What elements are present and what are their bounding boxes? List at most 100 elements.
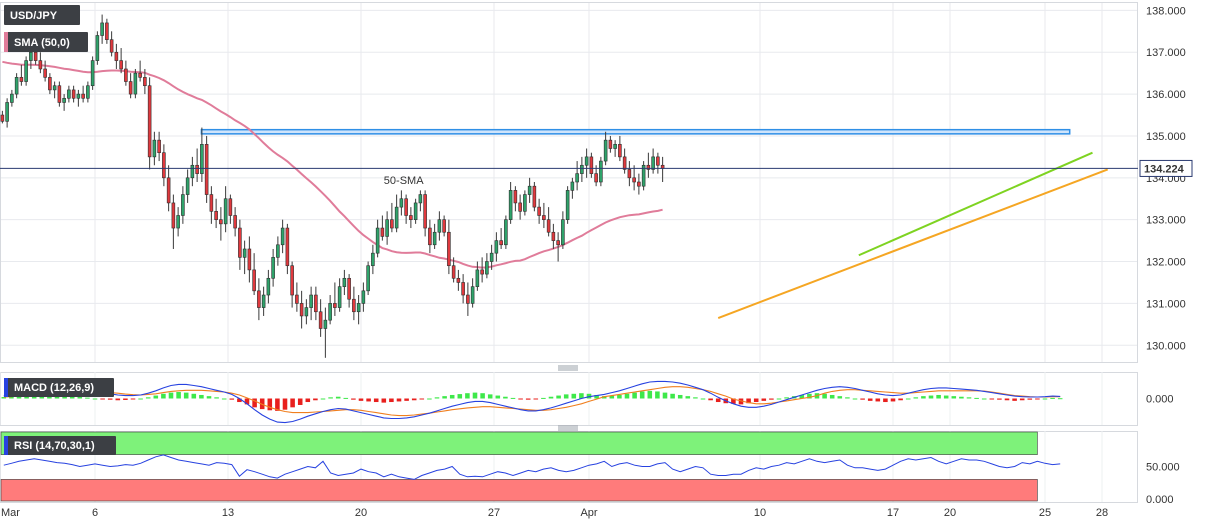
macd-bar [624, 393, 630, 399]
candle [119, 48, 123, 74]
candle [437, 211, 442, 241]
sma-badge[interactable]: SMA (50,0) [4, 32, 88, 52]
macd-bar [700, 398, 706, 400]
candle [361, 282, 366, 312]
candle [342, 269, 347, 296]
macd-bar [867, 398, 873, 401]
candle [14, 73, 19, 99]
macd-bar [936, 394, 941, 399]
candle [252, 253, 256, 296]
candle [499, 228, 503, 249]
candle-body [5, 102, 9, 122]
candle-body [356, 303, 361, 313]
candle-body [181, 194, 185, 216]
macd-badge[interactable]: MACD (12,26,9) [4, 378, 114, 397]
candle-body [375, 227, 380, 254]
macd-bar [829, 394, 835, 399]
candle [209, 186, 214, 224]
candle-body [570, 181, 575, 191]
candle-body [271, 257, 275, 279]
rsi-tick-label: 0.000 [1146, 494, 1174, 506]
pane-resize-handle[interactable] [558, 365, 578, 371]
macd-bar [1, 397, 7, 399]
candle-body [394, 206, 399, 229]
macd-bar [837, 396, 843, 399]
candle-body [413, 202, 418, 220]
candle-body [651, 156, 655, 170]
macd-bar [769, 398, 774, 400]
candle [641, 161, 646, 191]
macd-bar [183, 392, 189, 399]
macd-bar [776, 398, 782, 400]
candle [67, 85, 71, 103]
candle-body [380, 227, 385, 237]
candle-body [361, 290, 366, 304]
candle-body [565, 190, 570, 220]
macd-bar [1035, 398, 1040, 400]
candle-body [542, 215, 546, 220]
candle [24, 56, 28, 86]
date-tick-label: 27 [488, 507, 500, 519]
macd-bar [617, 394, 622, 399]
candle-body [641, 164, 646, 187]
candle-body [494, 240, 499, 254]
macd-bar [176, 392, 181, 399]
macd-bar [799, 394, 805, 399]
candle-body [147, 85, 152, 158]
macd-bar [138, 398, 143, 400]
candle-body [447, 231, 451, 267]
macd-bar [404, 398, 409, 401]
candle-body [627, 169, 632, 179]
date-tick-label: 20 [355, 507, 367, 519]
macd-signal-line [3, 386, 1061, 417]
candle [613, 140, 617, 157]
price-panel[interactable]: 50-SMA [0, 2, 1138, 363]
macd-bar [1004, 398, 1010, 401]
candle [318, 299, 323, 337]
candle-body [57, 85, 62, 103]
candle-body [432, 231, 437, 246]
candle-body [404, 198, 408, 216]
candle-body [461, 282, 465, 296]
candle [556, 232, 560, 262]
candle-body [214, 211, 218, 220]
candle [247, 236, 252, 283]
candle [546, 207, 551, 237]
candle [171, 194, 176, 249]
macd-bar [518, 398, 523, 400]
candle-body [257, 290, 261, 308]
candle [404, 194, 408, 224]
symbol-badge[interactable]: USD/JPY [4, 5, 80, 25]
rsi-badge[interactable]: RSI (14,70,30,1) [4, 436, 116, 455]
macd-bar [905, 398, 911, 400]
candle [81, 85, 85, 103]
candle [551, 223, 556, 249]
sma-badge-label: SMA (50,0) [14, 37, 70, 49]
candle-body [385, 219, 389, 237]
sma-50-path [2, 60, 663, 269]
candle-body [81, 93, 85, 99]
macd-bar [290, 398, 295, 408]
candle-body [561, 219, 565, 246]
macd-bar [860, 398, 865, 400]
candle-body [48, 77, 52, 91]
candle [356, 295, 361, 325]
candle-body [328, 303, 332, 321]
candle [584, 148, 589, 178]
candle [266, 269, 271, 304]
price-tick-label: 131.000 [1146, 298, 1186, 310]
rsi-panel[interactable] [0, 431, 1138, 503]
candle [646, 152, 651, 178]
price-tick-label: 138.000 [1146, 5, 1186, 17]
macd-bar [503, 396, 508, 399]
macd-bar [168, 392, 174, 399]
candle [176, 207, 180, 237]
trendline [858, 151, 1093, 257]
candle-body [546, 219, 551, 233]
candle [333, 282, 337, 316]
macd-panel[interactable] [0, 372, 1138, 426]
candle-body [52, 85, 57, 91]
pane-resize-handle[interactable] [558, 425, 578, 431]
candle [71, 85, 76, 103]
